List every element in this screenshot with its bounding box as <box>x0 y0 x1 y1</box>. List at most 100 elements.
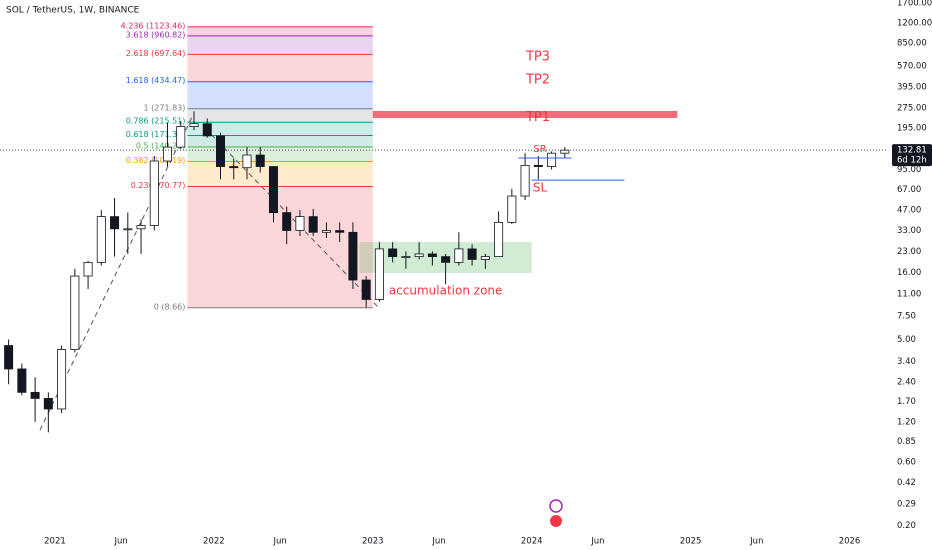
y-tick-label: 16.00 <box>897 268 921 278</box>
fib-label: 3.618 (960.82) <box>126 30 186 39</box>
fib-band <box>187 147 373 162</box>
y-tick-label: 47.00 <box>897 206 921 216</box>
fib-label: 1.618 (434.47) <box>126 76 186 85</box>
candle-body <box>57 349 67 410</box>
candle-body <box>43 398 53 410</box>
candle-body <box>163 146 173 162</box>
y-tick-label: 395.00 <box>897 83 927 93</box>
candle-body <box>4 345 14 370</box>
y-tick-label: 3.40 <box>897 357 916 367</box>
candle-body <box>83 261 93 277</box>
y-tick-label: 33.00 <box>897 226 921 236</box>
x-tick-label: 2023 <box>362 537 384 547</box>
fib-band <box>187 186 373 308</box>
y-tick-label: 1700.00 <box>897 0 932 8</box>
fib-band <box>187 161 373 187</box>
y-tick-label: 67.00 <box>897 185 921 195</box>
tp3-label: TP3 <box>525 50 550 65</box>
fib-label: 0.786 (215.51) <box>126 117 186 126</box>
y-tick-label: 1200.00 <box>897 19 932 29</box>
last-price-box <box>892 144 932 167</box>
candle-body <box>520 164 530 197</box>
candle-body <box>507 195 517 223</box>
fib-label: 0.618 (171.30) <box>126 130 186 139</box>
fib-band <box>187 122 373 136</box>
candle-body <box>282 212 292 231</box>
y-tick-label: 95.00 <box>897 165 921 175</box>
candle-body <box>427 253 437 258</box>
fib-label: 1 (271.83) <box>144 103 186 112</box>
x-tick-label: Jun <box>590 537 604 547</box>
candle-body <box>388 248 398 258</box>
y-tick-label: 0.42 <box>897 478 916 488</box>
y-tick-label: 195.00 <box>897 123 927 133</box>
fib-label: 0.382 (109.19) <box>126 156 186 165</box>
fib-retracement: 4.236 (1123.46)3.618 (960.82) 2.618 (697.… <box>121 21 373 311</box>
candle-body <box>374 248 384 300</box>
fib-band <box>187 108 373 123</box>
sl-label: SL <box>533 181 548 195</box>
candle-body <box>467 248 477 260</box>
y-tick-label: 23.00 <box>897 247 921 257</box>
x-tick-label: Jun <box>749 537 763 547</box>
candle-body <box>136 225 146 230</box>
last-price-label: 132.81 <box>897 146 927 156</box>
y-tick-label: 570.00 <box>897 62 927 72</box>
candle-body <box>110 216 120 230</box>
icon[interactable] <box>549 499 563 513</box>
candle-body <box>441 256 451 263</box>
candle-body <box>202 123 212 137</box>
candle-body <box>96 216 106 263</box>
candle-body <box>454 248 464 263</box>
y-tick-label: 0.20 <box>897 521 916 531</box>
x-tick-label: Jun <box>114 537 128 547</box>
candle-body <box>414 253 424 258</box>
y-tick-label: 0.29 <box>897 499 916 509</box>
fib-band <box>187 135 373 148</box>
chart-title: SOL / TetherUS, 1W, BINANCE <box>6 6 140 16</box>
y-tick-label: 7.50 <box>897 312 916 322</box>
candle-body <box>401 256 411 259</box>
zone-label: accumulation zone <box>389 284 503 298</box>
candles <box>4 111 570 433</box>
y-tick-label: 0.60 <box>897 457 916 467</box>
candle-body <box>295 216 305 231</box>
candle-body <box>308 216 318 233</box>
y-tick-label: 0.85 <box>897 437 916 447</box>
tp1-band <box>372 110 678 118</box>
y-tick-label: 275.00 <box>897 104 927 114</box>
fib-band <box>187 35 373 55</box>
y-tick-label: 1.20 <box>897 417 916 427</box>
y-tick-label: 2.40 <box>897 377 916 387</box>
candle-body <box>17 368 27 393</box>
candle-body <box>149 160 159 226</box>
y-tick-label: 1.70 <box>897 397 916 407</box>
candle-body <box>533 164 543 167</box>
y-tick-label: 850.00 <box>897 38 927 48</box>
candle-body <box>321 230 331 233</box>
fib-band <box>187 81 373 109</box>
y-tick-label: 11.00 <box>897 289 921 299</box>
fib-label: 2.618 (697.64) <box>126 49 186 58</box>
candle-body <box>255 154 265 167</box>
candle-body <box>494 221 504 258</box>
candle-body <box>70 275 80 350</box>
candle-body <box>480 256 490 260</box>
candle-body <box>268 166 278 214</box>
candle-body <box>242 154 252 169</box>
x-tick-label: 2025 <box>680 537 702 547</box>
candle-body <box>30 391 40 399</box>
candle-body <box>348 231 358 281</box>
x-tick-label: 2024 <box>521 537 543 547</box>
candle-body <box>176 126 186 148</box>
candle-body <box>335 230 345 233</box>
icon[interactable] <box>550 515 562 527</box>
candle-body <box>123 228 133 231</box>
tp1-label: TP1 <box>525 110 550 125</box>
fib-label: 0.5 (140.25) <box>136 142 186 151</box>
fib-label: 0 (8.66) <box>154 302 186 311</box>
countdown-label: 6d 12h <box>897 156 927 166</box>
y-tick-label: 5.00 <box>897 335 916 345</box>
